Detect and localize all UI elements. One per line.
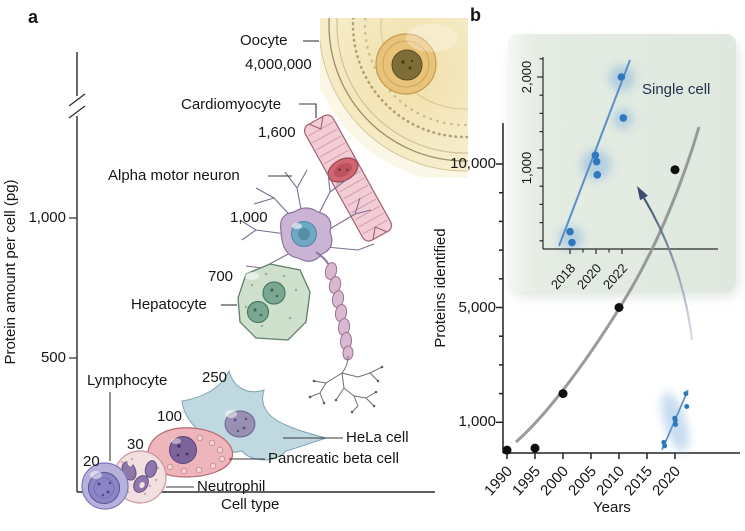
neuron-illustration bbox=[239, 169, 384, 414]
value-cardiomyocyte: 1,600 bbox=[258, 124, 296, 141]
panel-a-ytick-1000: 1,000 bbox=[28, 209, 66, 226]
main-single-cell-points bbox=[661, 391, 690, 449]
beta-cell-illustration bbox=[147, 427, 234, 478]
panel-b-ytick-10000: 10,000 bbox=[450, 155, 496, 172]
value-hepatocyte: 700 bbox=[208, 268, 234, 285]
axis-break-icon bbox=[68, 93, 86, 107]
label-hela: HeLa cell bbox=[346, 429, 409, 446]
inset-single-cell-points bbox=[566, 73, 628, 247]
panel-b-y-axis-title: Proteins identified bbox=[432, 228, 450, 348]
main-bulk-points bbox=[502, 165, 680, 455]
panel-a-leader-lines bbox=[109, 40, 343, 488]
inset-ytick-1000: 1,000 bbox=[519, 151, 535, 185]
label-neutrophil: Neutrophil bbox=[197, 478, 266, 495]
panel-a-letter: a bbox=[28, 7, 39, 27]
value-hela: 250 bbox=[202, 369, 228, 386]
panel-b-ytick-1000: 1,000 bbox=[458, 413, 496, 430]
panel-a-ytick-500: 500 bbox=[40, 349, 66, 366]
value-neuron: 1,000 bbox=[230, 209, 268, 226]
inset-title: Single cell bbox=[642, 81, 711, 98]
label-lymphocyte: Lymphocyte bbox=[87, 372, 168, 389]
panel-b-letter: b bbox=[470, 5, 481, 25]
zoom-arrow-icon bbox=[637, 186, 694, 341]
label-neuron: Alpha motor neuron bbox=[108, 167, 240, 184]
value-oocyte: 4,000,000 bbox=[245, 56, 312, 73]
value-lymphocyte: 20 bbox=[83, 453, 100, 470]
inset-axes bbox=[537, 57, 718, 254]
panel-b-ytick-5000: 5,000 bbox=[458, 299, 496, 316]
panel-a-x-axis-title: Cell type bbox=[221, 496, 280, 513]
bulk-trend-curve bbox=[515, 126, 701, 444]
value-beta: 100 bbox=[157, 408, 183, 425]
hepatocyte-illustration bbox=[237, 263, 311, 341]
lymphocyte-illustration bbox=[81, 462, 129, 510]
label-hepatocyte: Hepatocyte bbox=[131, 296, 207, 313]
panel-a-y-axis-title: Protein amount per cell (pg) bbox=[2, 179, 20, 365]
inset-ytick-2000: 2,000 bbox=[519, 60, 535, 94]
cardiomyocyte-illustration bbox=[303, 114, 393, 242]
main-axes bbox=[496, 123, 740, 459]
label-oocyte: Oocyte bbox=[240, 32, 288, 49]
panel-b-x-axis-title: Years bbox=[593, 499, 631, 516]
label-cardiomyocyte: Cardiomyocyte bbox=[181, 96, 282, 113]
value-neutrophil: 30 bbox=[127, 436, 144, 453]
oocyte-illustration bbox=[320, 18, 468, 178]
label-beta: Pancreatic beta cell bbox=[268, 450, 399, 467]
